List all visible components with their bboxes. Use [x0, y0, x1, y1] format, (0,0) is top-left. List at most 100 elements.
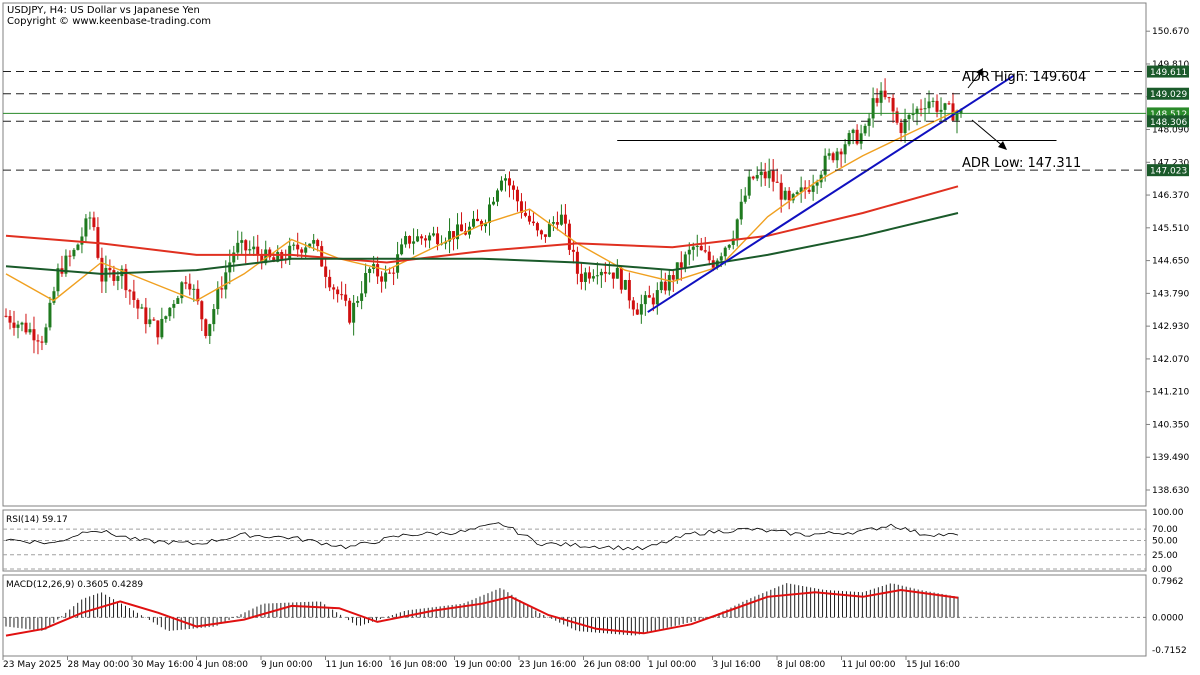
candle-body [599, 271, 603, 276]
candle-body [268, 249, 272, 258]
candle-body [683, 254, 687, 268]
level-badge-label: 147.023 [1150, 167, 1187, 177]
price-tick-label: 138.630 [1152, 486, 1189, 496]
price-tick-label: 141.210 [1152, 388, 1189, 398]
candle-body [300, 249, 304, 253]
rsi-tick-label: 100.00 [1152, 508, 1184, 518]
candle-body [388, 272, 392, 274]
candle-body [507, 178, 511, 186]
level-badge-label: 149.611 [1150, 68, 1187, 78]
candle-body [392, 272, 396, 274]
rsi-tick-label: 70.00 [1152, 525, 1178, 535]
candle-body [807, 189, 811, 192]
candle-body [871, 98, 875, 119]
candle-body [775, 181, 779, 183]
time-tick-label: 19 Jun 00:00 [455, 660, 512, 670]
price-tick-label: 139.490 [1152, 453, 1189, 463]
candle-body [56, 268, 60, 292]
candle-body [92, 217, 96, 228]
price-tick-label: 142.930 [1152, 322, 1189, 332]
candle-body [400, 244, 404, 255]
candle-body [472, 218, 476, 227]
candle-body [927, 101, 931, 109]
candle-body [651, 297, 655, 305]
candle-body [272, 257, 276, 262]
time-tick-label: 8 Jul 08:00 [777, 660, 826, 670]
candle-body [771, 170, 775, 182]
candle-body [627, 280, 631, 301]
level-badge [1147, 115, 1189, 128]
candle-body [180, 282, 184, 299]
candle-body [719, 256, 723, 261]
candle-body [823, 155, 827, 175]
price-tick-label: 143.790 [1152, 289, 1189, 299]
level-badge-label: 148.306 [1150, 118, 1187, 128]
candle-body [875, 98, 879, 103]
candle-body [452, 231, 456, 240]
candle-body [208, 324, 212, 336]
candle-body [368, 268, 372, 273]
price-tick-label: 144.650 [1152, 257, 1189, 267]
candle-body [907, 115, 911, 120]
price-tick-label: 146.370 [1152, 191, 1189, 201]
candle-body [220, 288, 224, 290]
candle-body [511, 185, 515, 190]
candle-body [64, 255, 68, 274]
time-tick-label: 30 May 16:00 [132, 660, 194, 670]
candle-body [156, 320, 160, 338]
candle-body [931, 100, 935, 102]
candle-body [40, 341, 44, 343]
candle-body [887, 97, 891, 99]
candle-body [364, 272, 368, 294]
candle-body [104, 267, 108, 282]
candle-body [456, 224, 460, 240]
candle-body [899, 122, 903, 134]
candle-body [252, 246, 256, 250]
candle-body [256, 246, 260, 255]
candle-body [727, 244, 731, 248]
candle-body [72, 249, 76, 257]
time-tick-label: 23 Jun 16:00 [519, 660, 576, 670]
candle-body [687, 249, 691, 255]
candle-body [847, 133, 851, 145]
candle-body [248, 249, 252, 251]
candle-body [947, 103, 951, 105]
candle-body [663, 281, 667, 291]
candle-body [843, 144, 847, 155]
level-badge [1147, 164, 1189, 177]
candle-body [919, 108, 923, 110]
candle-body [48, 302, 52, 328]
candle-body [412, 241, 416, 244]
candle-body [76, 244, 80, 250]
candle-body [531, 221, 535, 224]
candle-body [240, 240, 244, 243]
candle-body [583, 272, 587, 282]
candle-body [328, 276, 332, 288]
candle-body [691, 246, 695, 250]
time-tick-label: 28 May 00:00 [68, 660, 130, 670]
candle-body [767, 170, 771, 179]
candle-body [499, 180, 503, 191]
candle-body [460, 224, 464, 232]
candle-body [883, 90, 887, 98]
time-tick-label: 9 Jun 00:00 [261, 660, 313, 670]
candle-body [679, 262, 683, 268]
candle-body [340, 294, 344, 296]
candle-body [811, 185, 815, 192]
candle-body [587, 272, 591, 279]
candle-body [635, 309, 639, 315]
candle-body [416, 236, 420, 242]
candle-body [867, 118, 871, 126]
uptrend-line [647, 74, 1015, 313]
candle-body [296, 244, 300, 250]
candle-body [28, 329, 32, 333]
candle-body [579, 273, 583, 282]
candle-body [308, 243, 312, 248]
candle-body [140, 307, 144, 309]
candle-body [188, 283, 192, 290]
candle-body [136, 299, 140, 309]
candle-body [755, 175, 759, 179]
time-tick-label: 15 Jul 16:00 [906, 660, 960, 670]
time-tick-label: 11 Jun 16:00 [326, 660, 383, 670]
